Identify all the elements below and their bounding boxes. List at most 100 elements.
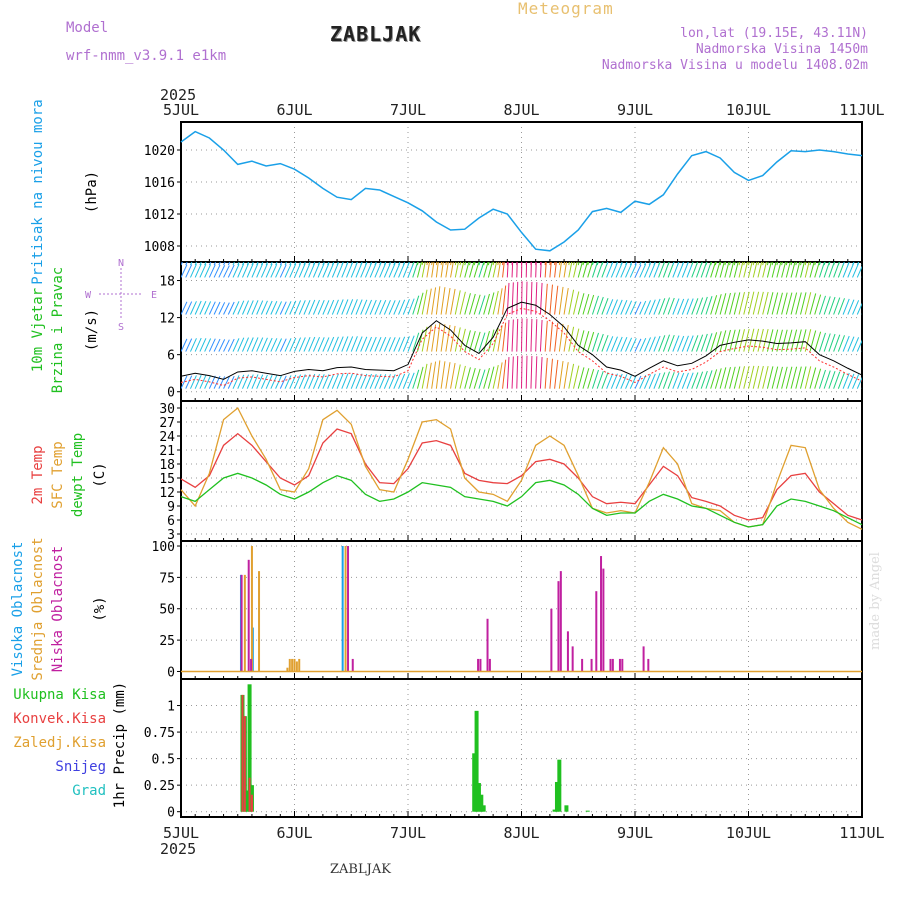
wind-barb — [190, 301, 197, 315]
y-tick-label: 6 — [167, 349, 175, 364]
wind-barb — [402, 373, 410, 389]
wind-barb — [823, 296, 831, 315]
precip-bar — [552, 809, 557, 812]
wind-barb — [629, 338, 637, 352]
pressure-series-line — [180, 130, 863, 252]
wind-barb — [856, 376, 862, 389]
wind-barb — [270, 301, 278, 315]
precip-bar — [554, 781, 559, 812]
wind-barb — [591, 332, 599, 352]
wind-barb — [724, 329, 731, 352]
wind-barb — [346, 336, 354, 352]
wind-barb — [842, 372, 850, 389]
y-tick-label: 24 — [159, 430, 175, 445]
wind-barb — [289, 263, 297, 278]
wind-barb — [653, 335, 661, 352]
y-tick-label: 0 — [167, 665, 175, 680]
wind-barb — [454, 290, 461, 315]
wind-barb — [502, 322, 507, 352]
temp-series-2m — [180, 428, 863, 521]
wind-barb — [800, 329, 807, 352]
wind-barb — [190, 263, 197, 278]
wind-barb — [691, 298, 699, 315]
wind-barb — [752, 365, 760, 389]
wind-barb — [615, 299, 623, 315]
temp-series-dewpt — [180, 472, 863, 528]
wind-barb — [355, 336, 363, 352]
wind-barb — [218, 265, 226, 278]
time-label-bottom: 6JUL — [276, 824, 312, 842]
y-tick-label: 0 — [167, 386, 175, 401]
wind-barb — [242, 263, 250, 278]
wind-barb — [662, 297, 671, 315]
wind-barb — [762, 291, 769, 315]
wind-barb — [416, 366, 424, 389]
wind-barb — [681, 298, 689, 315]
wind-barb — [497, 288, 503, 315]
wind-barb — [464, 367, 471, 389]
wind-barb — [544, 357, 548, 389]
wind-barb — [303, 262, 306, 266]
wind-barb — [705, 370, 713, 389]
wind-barb — [563, 325, 569, 352]
wind-barb — [724, 262, 730, 278]
wind-barb — [374, 336, 382, 352]
wind-barb — [781, 366, 788, 389]
wind-barb — [450, 262, 454, 278]
precip-bar — [479, 794, 484, 812]
wind-barb — [790, 292, 798, 315]
wind-barb — [303, 299, 311, 315]
wind-barb — [710, 262, 716, 278]
wind-barb — [800, 366, 807, 389]
wind-barb — [511, 282, 514, 315]
wind-barb — [327, 262, 330, 266]
compass-east: E — [151, 290, 157, 301]
cloud-bar-niska — [240, 574, 243, 672]
wind-barb — [468, 262, 475, 278]
wind-barb — [412, 262, 419, 278]
wind-barb — [218, 262, 221, 266]
wind-barb — [487, 262, 493, 278]
wind-barb — [398, 262, 401, 266]
wind-barb — [823, 333, 831, 352]
wind-barb — [828, 296, 836, 315]
panel-pressure: 1008 1012 1016 1020 — [144, 121, 863, 263]
wind-barb — [530, 355, 533, 389]
wind-barb — [828, 333, 836, 352]
wind-barb — [360, 262, 363, 266]
wind-barb — [591, 262, 598, 278]
pressure-unit-label: (hPa) — [84, 171, 100, 213]
wind-barb — [492, 262, 498, 278]
compass-north: N — [118, 258, 124, 269]
cloud-bar-niska — [621, 658, 624, 672]
wind-barb — [487, 292, 495, 315]
wind-barb — [677, 298, 685, 315]
precip-legend-item: Ukupna Kisa — [13, 687, 106, 703]
wind-barb — [643, 300, 651, 315]
wind-barb — [516, 318, 519, 352]
cloud-bar-niska — [559, 571, 562, 672]
wind-barb — [714, 368, 722, 389]
wind-barb — [516, 262, 518, 266]
wind-barb — [582, 368, 590, 389]
wind-barb — [379, 299, 387, 315]
wind-barb — [388, 262, 391, 266]
wind-barb — [549, 262, 552, 278]
wind-barb — [284, 262, 287, 266]
wind-barb — [568, 326, 575, 352]
wind-barb — [181, 301, 188, 315]
wind-barb — [218, 376, 226, 389]
wind-barb — [686, 335, 694, 352]
wind-barb — [393, 337, 401, 352]
wind-barb — [696, 297, 704, 315]
wind-barb — [738, 262, 744, 278]
wind-barb — [383, 262, 387, 266]
wind-barb — [402, 262, 406, 266]
wind-barb — [412, 295, 420, 315]
wind-barb — [634, 338, 642, 352]
wind-barb — [634, 375, 642, 389]
wind-barb — [549, 358, 553, 389]
wind-barb — [473, 294, 481, 315]
wind-barb — [185, 338, 193, 352]
wind-barb — [317, 262, 321, 266]
